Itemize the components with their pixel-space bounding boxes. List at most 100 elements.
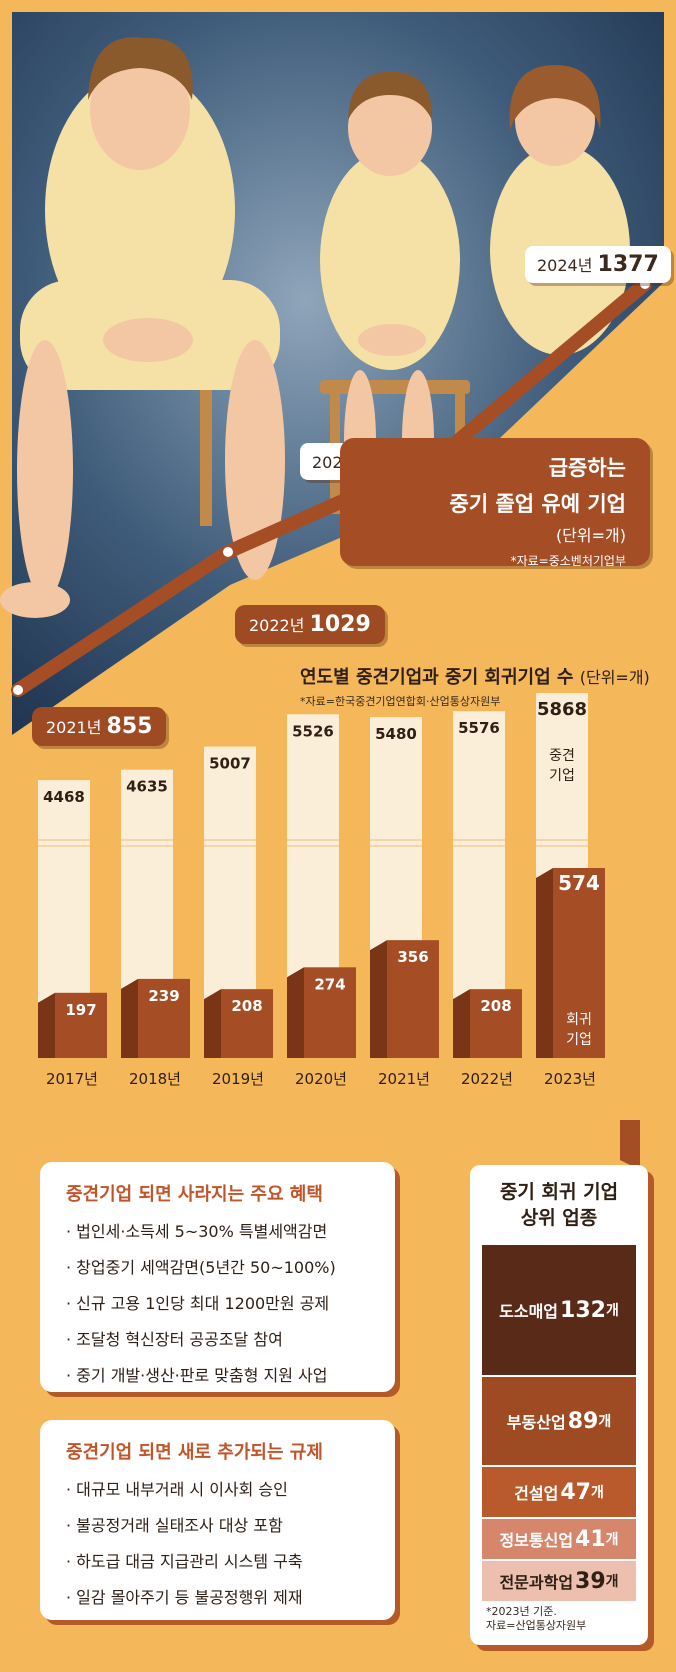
graduation-title-line1: 급증하는 — [548, 456, 626, 480]
ranking-item-3: 건설업 47 개 — [482, 1467, 636, 1517]
midsize-value-label: 5868 — [537, 699, 587, 720]
return-bar-shadow — [453, 989, 470, 1058]
return-value-label: 574 — [558, 871, 600, 895]
regulation-item: · 일감 몰아주기 등 불공정행위 제재 — [66, 1588, 303, 1607]
return-bar-2021년 — [387, 940, 439, 1058]
return-bar-shadow — [121, 978, 138, 1058]
callout-year: 2022년 — [249, 616, 305, 635]
ranking-item-1: 도소매업 132 개 — [482, 1245, 636, 1375]
benefit-item: · 신규 고용 1인당 최대 1200만원 공제 — [66, 1294, 330, 1313]
return-value-label: 356 — [397, 948, 428, 966]
benefit-item: · 창업중기 세액감면(5년간 50~100%) — [66, 1258, 336, 1277]
x-tick-label: 2019년 — [212, 1070, 264, 1088]
adult-figure-illustration — [0, 37, 285, 618]
return-value-label: 274 — [314, 975, 345, 993]
chart-source: *자료=한국중견기업연합회·산업통상자원부 — [300, 695, 501, 708]
callout-value: 1377 — [597, 252, 659, 277]
graduation-trend-line — [11, 277, 652, 697]
ranking-item-count: 47 — [560, 1479, 591, 1505]
midsize-value-label: 5526 — [292, 722, 334, 740]
return-bar-2019년 — [221, 989, 273, 1058]
return-bar-shadow — [38, 992, 55, 1058]
ranking-item-count: 132 — [560, 1297, 606, 1323]
return-bar-2017년 — [55, 992, 107, 1058]
callout-2022: 2022년 1029 — [235, 605, 385, 644]
regulations-list: · 대규모 내부거래 시 이사회 승인 · 불공정거래 실태조사 대상 포함 ·… — [40, 1472, 395, 1616]
boy-figure-illustration — [320, 71, 460, 510]
ranking-title: 중기 회귀 기업 상위 업종 — [470, 1179, 648, 1231]
legend-midsize: 중견 — [549, 748, 575, 764]
midsize-value-label: 4468 — [43, 788, 85, 806]
legend-return: 기업 — [566, 1032, 592, 1048]
benefit-item: · 법인세·소득세 5~30% 특별세액감면 — [66, 1222, 328, 1241]
ranking-item-unit: 개 — [590, 1485, 604, 1501]
benefits-list: · 법인세·소득세 5~30% 특별세액감면 · 창업중기 세액감면(5년간 5… — [40, 1214, 395, 1394]
callout-value: 1029 — [309, 612, 371, 637]
return-value-label: 208 — [480, 997, 511, 1015]
return-value-label: 197 — [65, 1001, 96, 1019]
ranking-item-unit: 개 — [605, 1574, 619, 1590]
ranking-note: *2023년 기준. 자료=산업통상자원부 — [486, 1605, 586, 1633]
return-bar-2020년 — [304, 967, 356, 1058]
return-bar-2018년 — [138, 978, 190, 1058]
callout-2021: 2021년 855 — [32, 707, 167, 746]
x-tick-label: 2021년 — [378, 1070, 430, 1088]
return-bar-2023년 — [553, 868, 605, 1058]
trend-point-2022 — [223, 547, 233, 557]
bar-chart: 4468 197 2017년 4635 239 2018년 5007 208 2019년 5526… — [38, 693, 605, 1088]
ranking-item-name: 정보통신업 — [499, 1531, 574, 1550]
callout-year: 2021년 — [46, 718, 102, 737]
ranking-note-line1: *2023년 기준. — [486, 1605, 557, 1618]
return-bar-shadow — [287, 967, 304, 1058]
trend-point-2021 — [13, 685, 23, 695]
regulations-title: 중견기업 되면 새로 추가되는 규제 — [66, 1442, 323, 1463]
ranking-item-name: 전문과학업 — [499, 1573, 574, 1592]
benefit-item: · 중기 개발·생산·판로 맞춤형 지원 사업 — [66, 1366, 328, 1385]
ranking-item-name: 도소매업 — [499, 1302, 559, 1321]
ranking-box: 중기 회귀 기업 상위 업종 도소매업 132 개 부동산업 89 개 건설업 … — [470, 1165, 648, 1645]
graduation-title-line2: 중기 졸업 유예 기업 — [449, 492, 627, 516]
chart-title: 연도별 중견기업과 중기 회귀기업 수 (단위=개) — [300, 663, 650, 689]
midsize-value-label: 5576 — [458, 719, 500, 737]
midsize-value-label: 5480 — [375, 725, 417, 743]
ranking-note-line2: 자료=산업통상자원부 — [486, 1619, 587, 1632]
legend-midsize: 기업 — [549, 768, 575, 784]
return-bar-shadow — [204, 989, 221, 1058]
x-tick-label: 2020년 — [295, 1070, 347, 1088]
regulations-box: 중견기업 되면 새로 추가되는 규제 · 대규모 내부거래 시 이사회 승인 ·… — [40, 1420, 395, 1620]
ranking-item-unit: 개 — [605, 1532, 619, 1548]
ranking-item-count: 41 — [575, 1526, 606, 1552]
ranking-title-line2: 상위 업종 — [520, 1207, 598, 1229]
regulation-item: · 하도급 대금 지급관리 시스템 구축 — [66, 1552, 303, 1571]
return-bar-shadow — [370, 940, 387, 1058]
return-bar-2022년 — [470, 989, 522, 1058]
midsize-value-label: 4635 — [126, 778, 168, 796]
x-tick-label: 2018년 — [129, 1070, 181, 1088]
ranking-item-5: 전문과학업 39 개 — [482, 1561, 636, 1601]
callout-value: 855 — [106, 714, 153, 739]
benefits-title: 중견기업 되면 사라지는 주요 혜택 — [66, 1184, 323, 1205]
pointer-triangle — [620, 1120, 640, 1170]
regulation-item: · 불공정거래 실태조사 대상 포함 — [66, 1516, 283, 1535]
x-tick-label: 2023년 — [544, 1070, 596, 1088]
return-bar-shadow — [536, 868, 553, 1058]
return-value-label: 208 — [231, 997, 262, 1015]
callout-year: 2024년 — [537, 256, 593, 275]
ranking-item-count: 89 — [567, 1408, 599, 1434]
benefits-box: 중견기업 되면 사라지는 주요 혜택 · 법인세·소득세 5~30% 특별세액감… — [40, 1162, 395, 1392]
graduation-title-box: 급증하는 중기 졸업 유예 기업 (단위=개) *자료=중소벤처기업부 — [340, 438, 650, 568]
x-tick-label: 2022년 — [461, 1070, 513, 1088]
legend-return: 회귀 — [566, 1012, 592, 1028]
graduation-source: *자료=중소벤처기업부 — [510, 554, 626, 568]
ranking-item-count: 39 — [575, 1568, 606, 1594]
ranking-item-4: 정보통신업 41 개 — [482, 1519, 636, 1559]
graduation-unit: (단위=개) — [555, 526, 626, 545]
x-tick-label: 2017년 — [46, 1070, 98, 1088]
return-value-label: 239 — [148, 987, 179, 1005]
ranking-item-unit: 개 — [598, 1414, 612, 1430]
chart-title-text: 연도별 중견기업과 중기 회귀기업 수 — [300, 667, 574, 688]
ranking-item-name: 부동산업 — [506, 1413, 566, 1432]
benefit-item: · 조달청 혁신장터 공공조달 참여 — [66, 1330, 283, 1349]
regulation-item: · 대규모 내부거래 시 이사회 승인 — [66, 1480, 288, 1499]
